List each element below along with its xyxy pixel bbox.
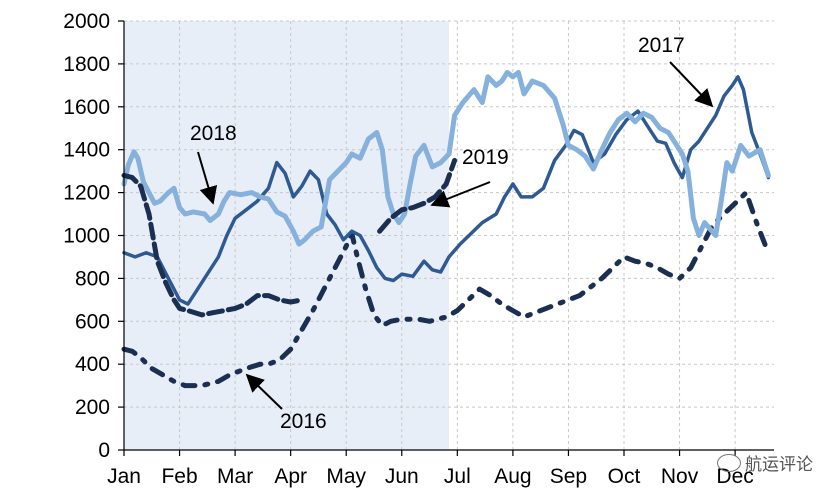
y-tick-label: 0 <box>98 439 110 462</box>
wechat-icon <box>717 453 741 472</box>
y-tick-label: 400 <box>75 353 110 376</box>
axes <box>118 20 774 456</box>
annotation-2018: 2018 <box>190 122 237 145</box>
series-line-2019 <box>377 157 458 234</box>
series-line-2019 <box>121 172 305 318</box>
watermark-text: 航运评论 <box>745 455 813 475</box>
y-tick-label: 2000 <box>63 10 110 33</box>
annotation-arrow-2016 <box>245 373 283 410</box>
x-tick-label: Jul <box>444 465 471 488</box>
x-tick-label: Jan <box>107 465 141 488</box>
annotation-2019: 2019 <box>462 146 509 169</box>
annotation-2017: 2017 <box>638 34 685 57</box>
x-tick-label: Nov <box>661 465 699 488</box>
annotation-arrow-2018 <box>197 151 218 205</box>
series-line-2017 <box>122 75 771 306</box>
x-tick-label: Apr <box>274 465 307 488</box>
y-tick-label: 800 <box>75 267 110 290</box>
y-tick-label: 600 <box>75 310 110 333</box>
annotation-arrow-2019 <box>430 181 491 208</box>
y-tick-label: 200 <box>75 396 110 419</box>
annotation-2016: 2016 <box>280 410 327 433</box>
x-tick-label: Oct <box>608 465 641 488</box>
y-tick-label: 1600 <box>63 96 110 119</box>
x-tick-label: Aug <box>494 465 531 488</box>
x-tick-label: Mar <box>217 465 253 488</box>
x-tick-label: Feb <box>161 465 197 488</box>
y-tick-label: 1800 <box>63 53 110 76</box>
x-tick-label: May <box>326 465 366 488</box>
series-group <box>121 70 771 389</box>
series-line-2016 <box>121 190 769 389</box>
y-tick-labels: 0 200 400 600 800 1000 1200 1400 1600 1800 2000 <box>63 10 110 462</box>
y-tick-label: 1000 <box>63 225 110 248</box>
watermark: 航运评论 <box>717 450 813 475</box>
y-tick-label: 1400 <box>63 139 110 162</box>
x-tick-label: Jun <box>385 465 419 488</box>
series-line-2018 <box>121 70 771 247</box>
annotation-arrow-2017 <box>669 61 714 108</box>
x-tick-label: Sep <box>550 465 587 488</box>
x-tick-labels: Jan Feb Mar Apr May Jun Jul Aug Sep Oct Nov Dec <box>107 465 754 488</box>
y-tick-label: 1200 <box>63 182 110 205</box>
